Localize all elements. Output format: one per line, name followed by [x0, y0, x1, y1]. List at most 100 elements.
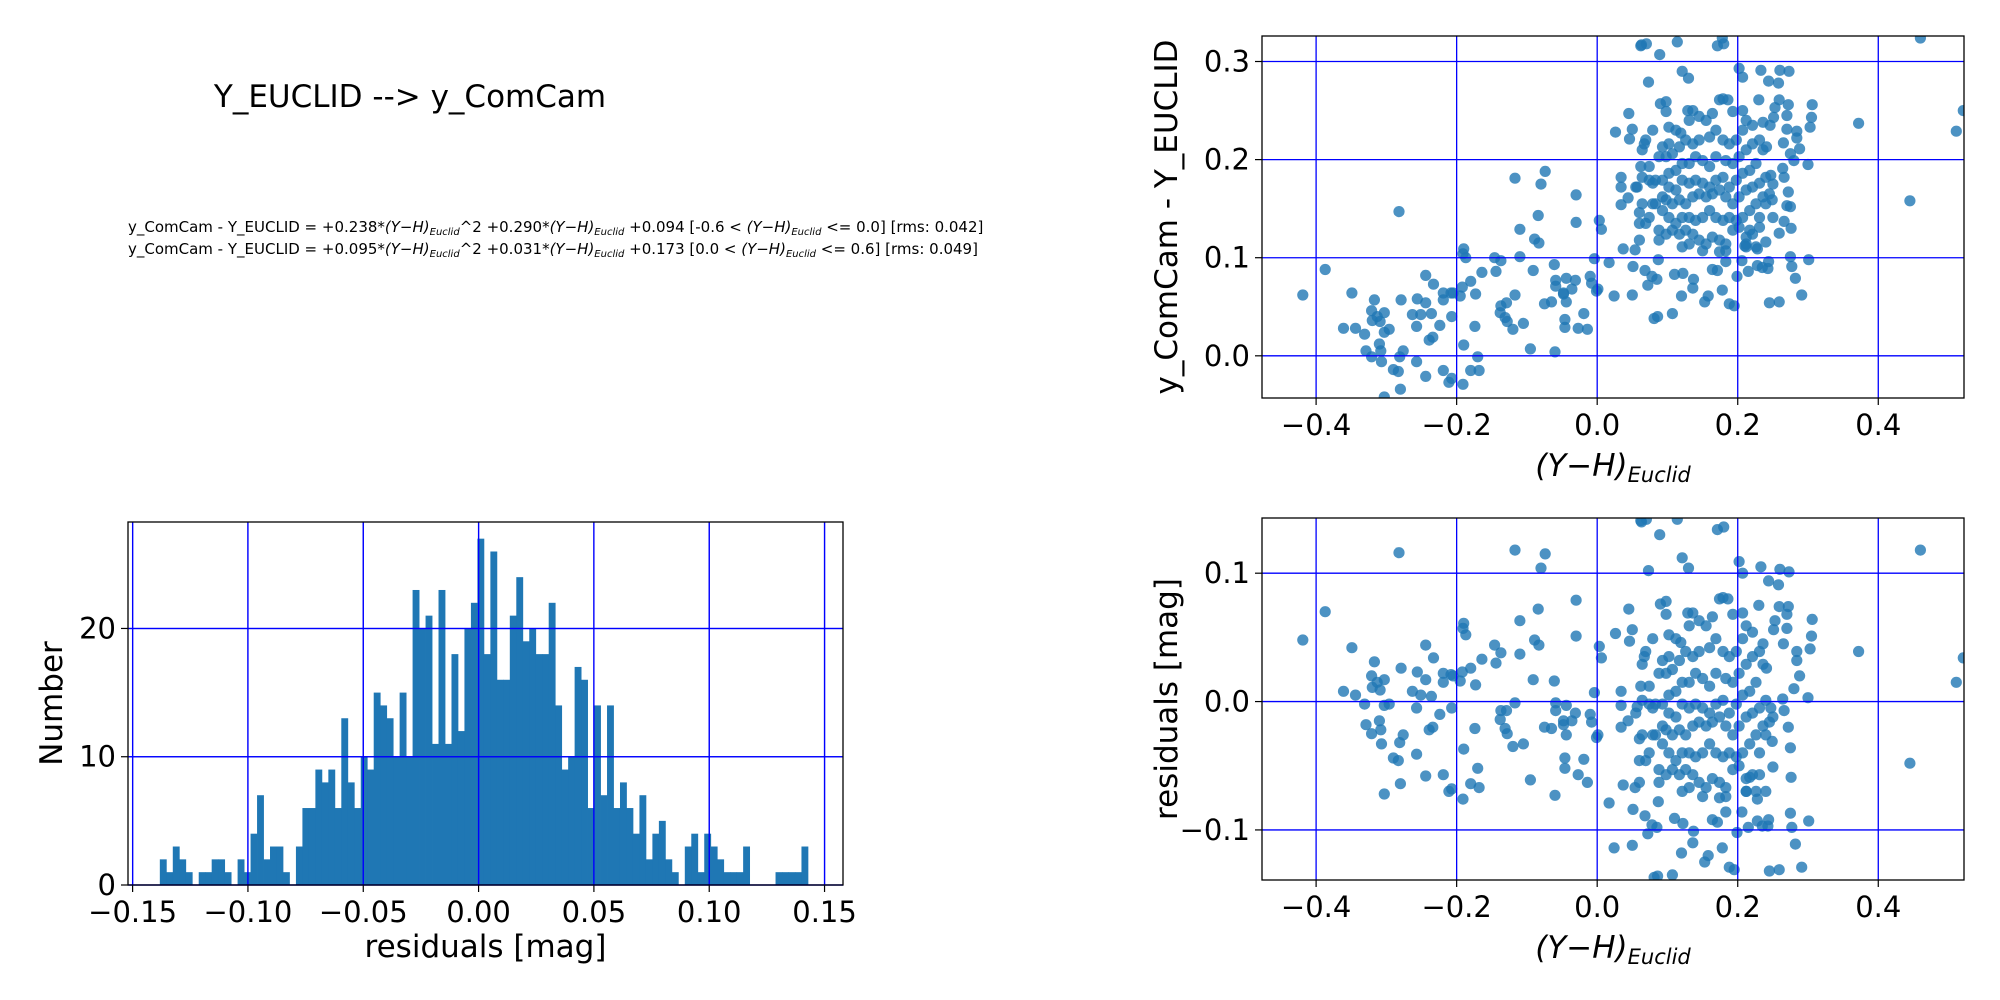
histogram-bar: [613, 808, 621, 885]
scatter-point: [1642, 828, 1654, 840]
histogram-bar: [159, 859, 167, 885]
scatter-point: [1654, 49, 1666, 61]
scatter-point: [1710, 698, 1722, 710]
scatter-point: [1472, 351, 1484, 363]
scatter-point: [1514, 615, 1526, 627]
histogram-bar: [438, 589, 446, 885]
scatter-point: [1572, 322, 1584, 334]
scatter-point: [1767, 211, 1779, 224]
scatter-point: [1706, 611, 1718, 623]
x-axis-label-sub: Euclid: [1628, 945, 1692, 969]
scatter-point: [1524, 343, 1536, 355]
scatter-point: [1651, 273, 1663, 285]
scatter-point: [1680, 198, 1692, 210]
scatter-point: [1805, 111, 1818, 123]
scatter-point: [1656, 205, 1669, 217]
scatter-point: [1803, 254, 1815, 266]
scatter-point: [1517, 317, 1529, 329]
x-tick-label: 0.0: [1574, 890, 1620, 924]
scatter-point: [1683, 676, 1695, 688]
scatter-point: [1670, 685, 1682, 697]
x-tick-label: 0.0: [1574, 408, 1620, 442]
y-tick-label: 10: [79, 740, 116, 774]
scatter-point: [1663, 747, 1675, 759]
histogram-bar: [743, 846, 751, 885]
scatter-point: [1767, 761, 1779, 773]
scatter-point: [1777, 162, 1789, 174]
equation-segment: +0.094 [-0.6 <: [624, 218, 746, 236]
scatter-point: [1427, 278, 1440, 290]
scatter-point: [1737, 633, 1749, 645]
scatter-point: [1437, 769, 1449, 781]
scatter-point: [1494, 713, 1506, 726]
histogram-bar: [354, 808, 362, 885]
scatter-point: [1772, 77, 1785, 89]
scatter-point: [1626, 289, 1638, 301]
scatter-point: [1763, 256, 1775, 268]
scatter-point: [1397, 345, 1409, 357]
scatter-point: [1533, 237, 1545, 249]
scatter-point: [1437, 364, 1449, 377]
scatter-point: [1490, 265, 1502, 277]
x-tick-label: 0.05: [562, 895, 627, 929]
scatter-point: [1675, 290, 1688, 302]
x-axis-label: residuals [mag]: [365, 929, 607, 965]
histogram-bar: [548, 602, 556, 885]
scatter-point: [1675, 636, 1687, 649]
scatter-point: [1772, 579, 1785, 591]
scatter-point: [1527, 674, 1539, 686]
scatter-point: [1647, 633, 1659, 645]
histogram-bar: [568, 756, 576, 885]
scatter-point: [1677, 817, 1689, 830]
x-axis-label: (Y−H)Euclid: [1535, 930, 1691, 969]
scatter-point: [1804, 121, 1816, 133]
scatter-point: [1957, 105, 1964, 117]
scatter-point: [1615, 721, 1627, 733]
scatter-point: [1753, 211, 1766, 224]
scatter-point: [1914, 36, 1926, 44]
y-tick-label: 0.1: [1204, 556, 1250, 590]
scatter-point: [1777, 638, 1789, 650]
scatter-point: [1742, 821, 1754, 834]
x-tick-label: 0.00: [446, 895, 511, 929]
histogram-bar: [665, 859, 673, 885]
scatter-point: [1378, 307, 1390, 319]
y-tick-label: 0.1: [1204, 241, 1250, 275]
scatter-point: [1375, 738, 1388, 750]
scatter-point: [1757, 116, 1769, 128]
scatter-point: [1411, 666, 1423, 678]
scatter-point: [1533, 639, 1545, 651]
scatter-point: [1716, 284, 1728, 296]
scatter-point: [1720, 256, 1732, 268]
histogram-bar: [587, 808, 595, 885]
scatter-point: [1470, 288, 1482, 300]
scatter-point: [1782, 99, 1794, 111]
scatter-point: [1783, 65, 1795, 77]
histogram-bar: [380, 705, 388, 885]
histogram-bar: [425, 615, 433, 885]
histogram-bar: [697, 872, 705, 885]
scatter-point: [1617, 779, 1629, 791]
scatter-point: [1559, 313, 1571, 326]
scatter-point: [1781, 123, 1793, 135]
scatter-point: [1671, 36, 1683, 48]
scatter-point: [1425, 308, 1437, 320]
histogram-bar: [658, 820, 666, 885]
scatter-point: [1652, 796, 1664, 808]
y-tick-label: −0.1: [1180, 813, 1250, 847]
scatter-point: [1791, 132, 1803, 144]
scatter-point: [1704, 642, 1716, 654]
scatter-point: [1653, 234, 1665, 246]
scatter-point: [1465, 778, 1477, 790]
histogram-bar: [801, 846, 809, 885]
scatter-point: [1509, 289, 1521, 301]
scatter-point: [1593, 640, 1605, 653]
histogram-bar: [347, 782, 355, 885]
plot-area: [1297, 518, 1964, 880]
scatter-point: [1704, 131, 1716, 143]
scatter-point: [1633, 234, 1645, 246]
scatter-point: [1704, 738, 1716, 750]
scatter-point: [1420, 674, 1432, 686]
scatter-point: [1716, 36, 1728, 44]
scatter-point: [1532, 209, 1544, 222]
